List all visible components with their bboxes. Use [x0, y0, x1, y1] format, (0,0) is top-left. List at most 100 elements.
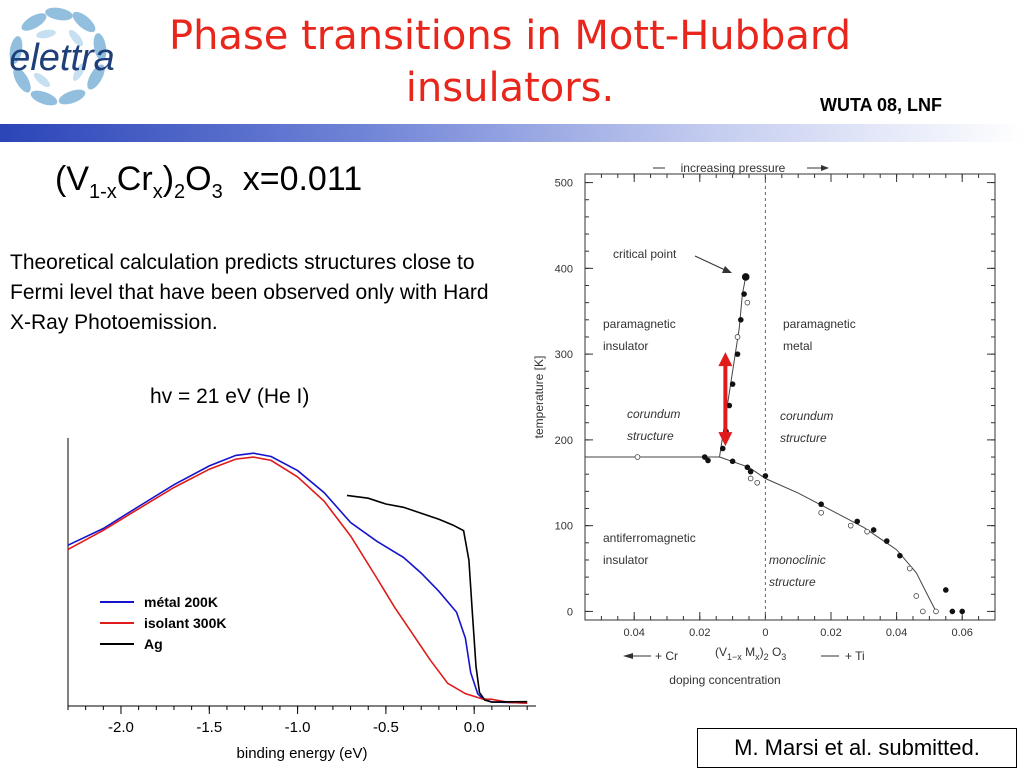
- red-arrow-head-down: [718, 432, 733, 447]
- open-data-point: [913, 593, 920, 599]
- filled-data-point: [762, 473, 769, 479]
- x-axis-label: binding energy (eV): [237, 745, 368, 762]
- formula-part: (V: [55, 160, 89, 198]
- formula-part: Cr: [116, 160, 153, 198]
- title-line-1: Phase transitions in Mott-Hubbard: [168, 13, 852, 59]
- x-axis-label: doping concentration: [669, 673, 780, 687]
- slide-title: Phase transitions in Mott-Hubbard insula…: [120, 10, 900, 114]
- formula-sub: x: [152, 180, 163, 203]
- critical-point-pointer-head: [722, 266, 732, 273]
- region-label-pm-metal: paramagnetic: [783, 317, 856, 331]
- region-label-af-insulator: antiferromagnetic: [603, 531, 696, 545]
- spectrum-line: [346, 494, 528, 703]
- phase-boundary-af_line: [719, 456, 937, 612]
- open-data-point: [847, 522, 854, 529]
- formula-sub: 1-x: [89, 180, 117, 203]
- y-tick-label: 400: [555, 263, 573, 275]
- x-tick-label: 0.02: [689, 627, 710, 639]
- critical-point-pointer: [694, 255, 726, 271]
- filled-data-point: [943, 587, 949, 593]
- filled-data-point: [818, 501, 824, 508]
- filled-data-point: [897, 552, 903, 559]
- region-label-pm-insulator: paramagnetic: [603, 317, 676, 331]
- spectrum-legend: métal 200K isolant 300K Ag: [100, 594, 226, 652]
- filled-data-point: [870, 527, 877, 533]
- open-data-point: [754, 479, 761, 486]
- phase-diagram-chart: 0 100 200 300 400 500 0.04 0.02 0 0.02 0.04 0.06 tem…: [532, 161, 996, 687]
- critical-point-label: critical point: [613, 247, 677, 261]
- header-arrow-head: [821, 165, 829, 171]
- filled-data-point: [726, 402, 733, 409]
- formula-part: 2: [764, 652, 769, 662]
- open-data-point: [864, 528, 870, 535]
- open-data-point: [734, 334, 741, 340]
- description-text: Theoretical calculation predicts structu…: [10, 251, 489, 334]
- region-label-corundum-right: structure: [780, 431, 827, 445]
- open-data-point: [920, 608, 926, 615]
- bottom-left-arrow-head: [623, 653, 633, 659]
- header-banner: [0, 124, 1024, 142]
- spectrum-axes: -2.0 -1.5 -1.0 -0.5 0.0: [67, 438, 536, 736]
- phase-points: [634, 273, 965, 615]
- logo: elettra: [4, 2, 122, 114]
- y-tick-label: 300: [555, 349, 573, 361]
- filled-data-point: [738, 317, 744, 323]
- formula-part: x: [755, 652, 760, 662]
- spectrum-lines: [67, 452, 528, 704]
- red-arrow-head-up: [718, 352, 733, 367]
- x-tick-label: 0.0: [464, 719, 485, 736]
- filled-data-point: [744, 464, 751, 471]
- formula-part: ): [760, 645, 764, 659]
- x-tick-label: 0.02: [820, 627, 841, 639]
- citation-box: M. Marsi et al. submitted.: [697, 728, 1017, 768]
- x-tick-label: 0.04: [886, 627, 907, 639]
- compound-formula: (V1-xCrx)2O3 x=0.011: [55, 160, 362, 204]
- y-tick-label: 500: [555, 178, 573, 190]
- formula-part: ): [162, 160, 175, 198]
- filled-data-point: [741, 291, 747, 297]
- x-tick-label: 0.06: [951, 627, 972, 639]
- doping-value: x=0.011: [242, 160, 363, 198]
- legend-label: isolant 300K: [144, 615, 226, 631]
- critical-point-marker: [741, 273, 750, 281]
- filled-data-point: [883, 538, 890, 544]
- photoemission-spectrum-chart: -2.0 -1.5 -1.0 -0.5 0.0 métal 200K isolant 30…: [67, 438, 536, 762]
- bottom-formula: (V1−x Mx)2 O3: [715, 645, 786, 662]
- formula-part: 3: [781, 652, 786, 662]
- title-line-2: insulators.: [405, 65, 615, 111]
- region-label-monoclinic: structure: [769, 575, 816, 589]
- filled-data-point: [734, 351, 741, 357]
- filled-data-point: [729, 458, 736, 465]
- formula-sub: 3: [211, 180, 223, 203]
- photon-energy-label: hv = 21 eV (He I): [150, 385, 310, 408]
- x-tick-label: 0: [762, 627, 768, 639]
- open-data-point: [933, 608, 939, 615]
- phase-axes: 0 100 200 300 400 500 0.04 0.02 0 0.02 0.04 0.06 tem…: [532, 161, 996, 687]
- open-data-point: [747, 475, 754, 482]
- y-tick-label: 200: [555, 435, 573, 447]
- y-tick-label: 0: [567, 606, 573, 618]
- region-label-corundum-left: corundum: [627, 407, 680, 421]
- event-label: WUTA 08, LNF: [820, 95, 942, 115]
- y-tick-label: 100: [555, 521, 573, 533]
- filled-data-point: [949, 608, 956, 615]
- region-label-pm-metal: metal: [783, 339, 812, 353]
- x-tick-label: -2.0: [108, 719, 134, 736]
- plot-frame: [584, 173, 996, 621]
- filled-data-point: [959, 608, 965, 615]
- formula-part: O: [185, 160, 212, 198]
- header-label: increasing pressure: [681, 161, 786, 175]
- bottom-left-label: + Cr: [655, 649, 678, 663]
- y-axis-label: temperature [K]: [532, 356, 546, 439]
- formula-part: 1−x: [727, 652, 742, 662]
- formula-sub: 2: [174, 180, 186, 203]
- filled-data-point: [729, 381, 736, 387]
- filled-data-point: [705, 457, 711, 464]
- logo-text: elettra: [9, 37, 115, 79]
- region-label-corundum-left: structure: [627, 429, 674, 443]
- formula-part: (V: [715, 645, 727, 659]
- filled-data-point: [747, 468, 754, 475]
- filled-data-point: [719, 445, 726, 452]
- open-data-point: [744, 299, 751, 306]
- region-label-af-insulator: insulator: [603, 553, 648, 567]
